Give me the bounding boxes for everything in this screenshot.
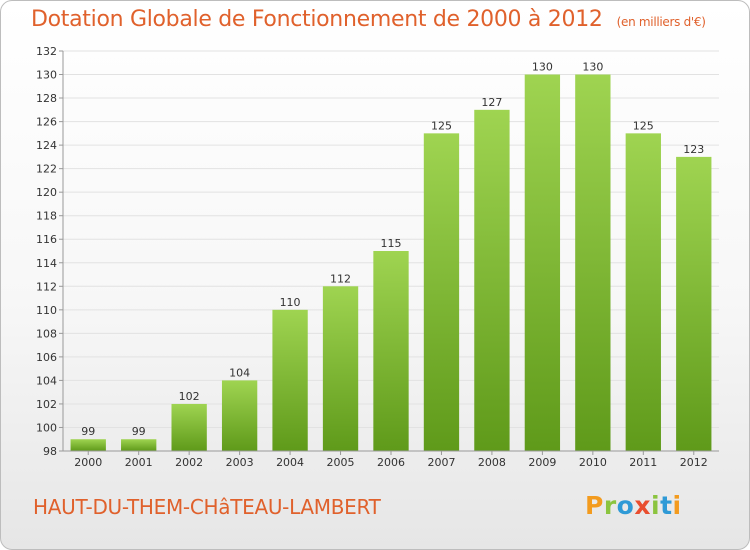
y-tick-label: 124 <box>36 139 57 152</box>
y-tick-label: 132 <box>36 45 57 58</box>
y-tick-label: 114 <box>36 257 57 270</box>
bar-value-label: 125 <box>633 119 654 132</box>
y-tick-label: 108 <box>36 327 57 340</box>
bars <box>70 74 712 451</box>
bar-value-label: 102 <box>179 390 200 403</box>
bar-value-label: 130 <box>582 61 603 74</box>
x-tick-label: 2000 <box>74 456 102 469</box>
logo-letter: i <box>651 491 661 520</box>
x-tick-label: 2010 <box>579 456 607 469</box>
y-tick-label: 130 <box>36 69 57 82</box>
logo-letter: i <box>672 491 682 520</box>
y-tick-label: 98 <box>43 445 57 458</box>
bar-value-label: 125 <box>431 119 452 132</box>
x-tick-label: 2007 <box>427 456 455 469</box>
y-tick-label: 122 <box>36 163 57 176</box>
bar-value-label: 123 <box>683 143 704 156</box>
x-tick-label: 2011 <box>629 456 657 469</box>
y-tick-label: 112 <box>36 280 57 293</box>
bar-value-label: 115 <box>381 237 402 250</box>
bar <box>474 109 510 451</box>
bar <box>121 439 157 451</box>
bar-value-label: 104 <box>229 366 250 379</box>
y-tick-label: 104 <box>36 374 57 387</box>
bar <box>70 439 106 451</box>
bar <box>272 309 308 451</box>
y-tick-label: 118 <box>36 210 57 223</box>
bar <box>322 286 359 451</box>
units-label: (en milliers d'€) <box>616 15 706 29</box>
x-tick-label: 2004 <box>276 456 304 469</box>
bar-value-label: 112 <box>330 272 351 285</box>
x-tick-label: 2006 <box>377 456 405 469</box>
x-tick-label: 2001 <box>125 456 153 469</box>
logo-letter: x <box>634 491 651 520</box>
chart-title-text: Dotation Globale de Fonctionnement de 20… <box>31 7 603 32</box>
proxiti-logo: Proxiti <box>585 491 682 520</box>
logo-letter: P <box>585 491 604 520</box>
y-tick-label: 126 <box>36 116 57 129</box>
bar <box>171 403 207 451</box>
bar <box>373 251 409 451</box>
bar <box>625 133 661 451</box>
y-tick-label: 120 <box>36 186 57 199</box>
y-tick-label: 100 <box>36 421 57 434</box>
bar-value-label: 127 <box>481 96 502 109</box>
logo-letter: t <box>660 491 673 520</box>
bar <box>524 74 561 451</box>
bar <box>575 74 611 451</box>
logo-letter: o <box>616 491 635 520</box>
y-tick-label: 102 <box>36 398 57 411</box>
y-tick-label: 116 <box>36 233 57 246</box>
labels: 98 100 102 104 106 108 110 112 114 116 118 120 122 12… <box>36 45 708 469</box>
chart-title: Dotation Globale de Fonctionnement de 20… <box>31 7 706 32</box>
x-tick-label: 2012 <box>680 456 708 469</box>
y-tick-label: 106 <box>36 351 57 364</box>
bar-value-label: 99 <box>81 425 95 438</box>
x-tick-label: 2003 <box>226 456 254 469</box>
x-tick-label: 2009 <box>528 456 556 469</box>
x-tick-label: 2008 <box>478 456 506 469</box>
y-tick-label: 110 <box>36 304 57 317</box>
bar <box>423 133 460 451</box>
x-tick-label: 2005 <box>327 456 355 469</box>
bar <box>221 380 258 451</box>
logo-letter: r <box>603 491 617 520</box>
axes <box>59 50 719 455</box>
commune-name: HAUT-DU-THEM-CHâTEAU-LAMBERT <box>33 495 381 519</box>
bar <box>676 156 712 451</box>
bar-value-label: 130 <box>532 61 553 74</box>
y-tick-label: 128 <box>36 92 57 105</box>
bar-value-label: 110 <box>280 296 301 309</box>
bar-value-label: 99 <box>132 425 146 438</box>
x-tick-label: 2002 <box>175 456 203 469</box>
